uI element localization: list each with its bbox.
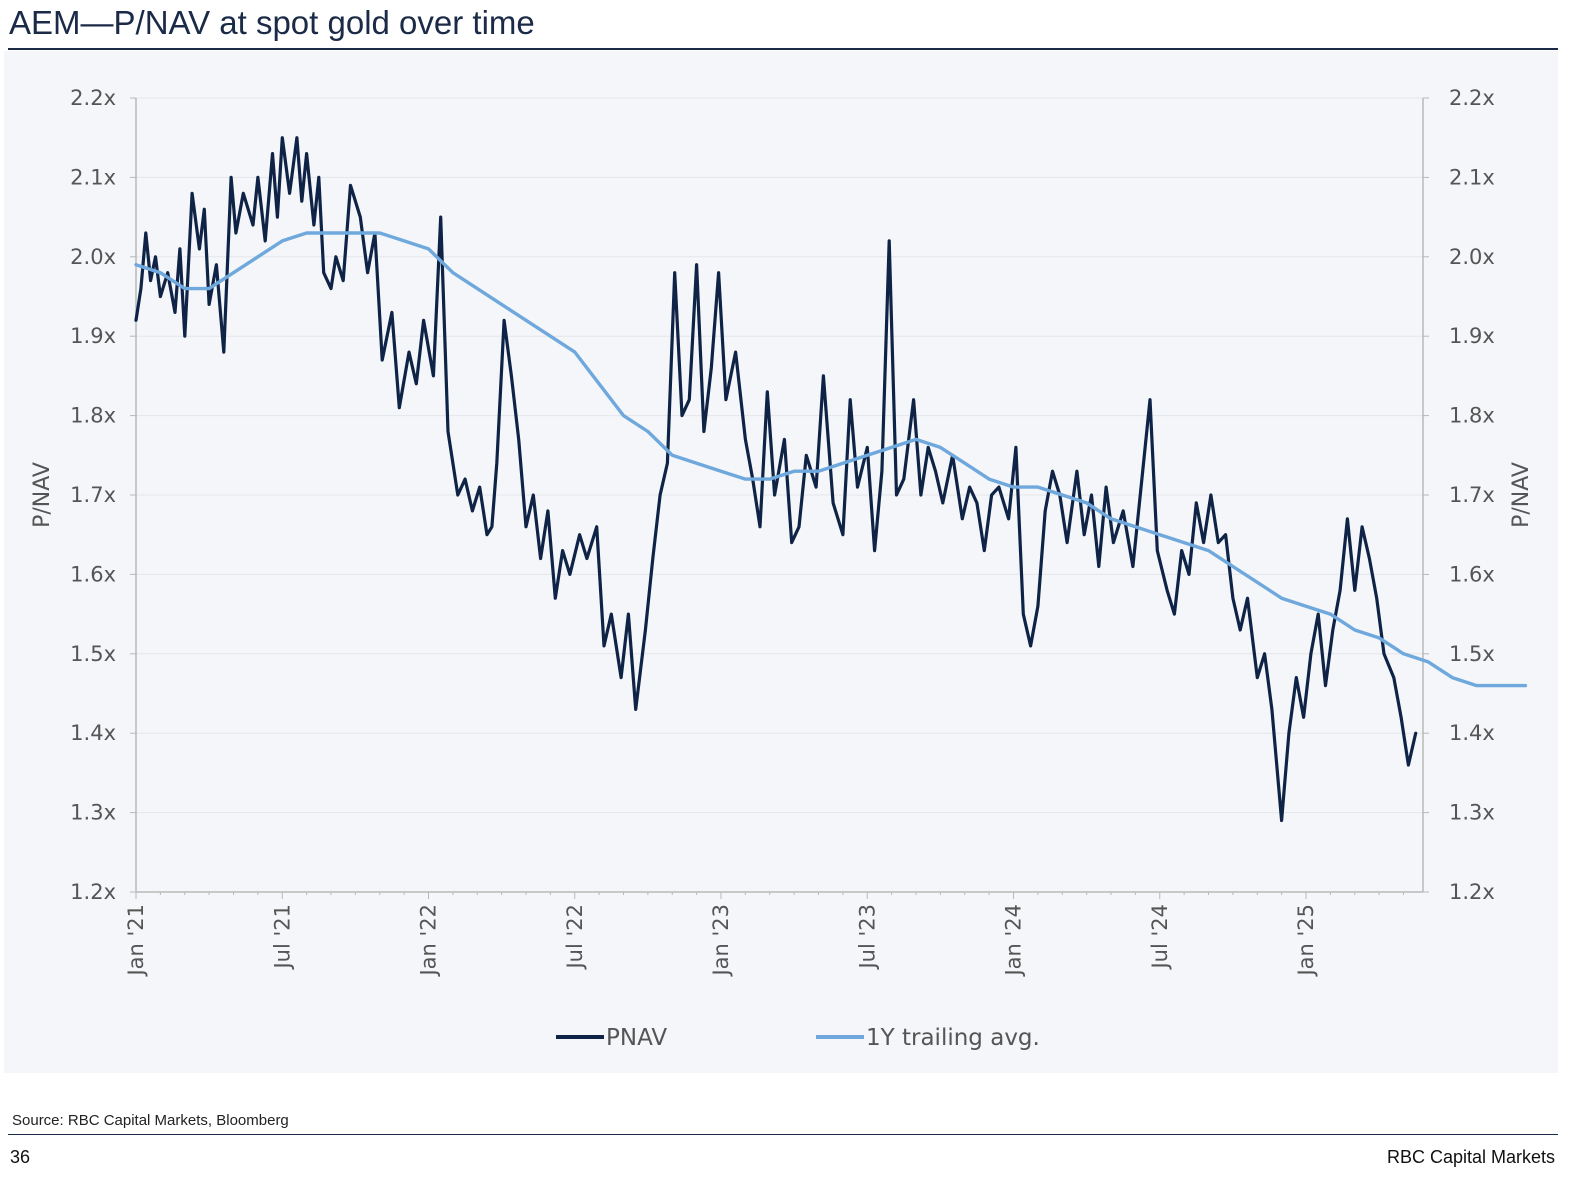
x-tick-label: Jul '23 <box>855 904 879 971</box>
y-tick-label-left: 2.0x <box>70 245 116 269</box>
y-tick-label-left: 1.3x <box>70 801 116 825</box>
axes <box>130 97 1429 899</box>
y-tick-label-left: 2.1x <box>70 165 116 189</box>
x-tick-label: Jan '23 <box>709 904 733 978</box>
y-tick-label-left: 1.4x <box>70 721 116 745</box>
page-title: AEM—P/NAV at spot gold over time <box>9 4 535 41</box>
title-divider <box>8 48 1558 50</box>
trailing-avg-series-line <box>134 231 1528 688</box>
y-tick-label-left: 2.2x <box>70 86 116 110</box>
y-tick-label-right: 1.7x <box>1449 483 1495 507</box>
y-tick-label-left: 1.7x <box>70 483 116 507</box>
y-tick-label-left: 1.8x <box>70 404 116 428</box>
p-nav-line-chart: 1.2x 1.2x 1.3x 1.3x 1.4x 1.4x 1.5x 1.5x 1.6x 1.6x… <box>30 86 1534 1051</box>
legend-item: 1Y trailing avg. <box>816 1025 1040 1051</box>
y-tick-label-left: 1.6x <box>70 562 116 586</box>
chart-panel: 1.2x 1.2x 1.3x 1.3x 1.4x 1.4x 1.5x 1.5x 1.6x 1.6x… <box>4 51 1558 1073</box>
page-number: 36 <box>10 1147 31 1167</box>
series-lines <box>134 136 1528 823</box>
y-axis-title-right: P/NAV <box>1509 462 1534 528</box>
footer-divider <box>8 1134 1558 1135</box>
x-tick-label: Jan '24 <box>1002 904 1026 978</box>
footer-brand: RBC Capital Markets <box>1386 1147 1555 1167</box>
y-tick-label-right: 1.2x <box>1449 880 1495 904</box>
tick-labels: 1.2x 1.2x 1.3x 1.3x 1.4x 1.4x 1.5x 1.5x 1.6x 1.6x… <box>30 86 1534 978</box>
source-note: Source: RBC Capital Markets, Bloomberg <box>12 1112 289 1129</box>
x-tick-label: Jul '21 <box>270 904 294 971</box>
x-tick-label: Jan '22 <box>417 904 441 978</box>
legend-label: PNAV <box>606 1025 667 1051</box>
y-tick-label-left: 1.9x <box>70 324 116 348</box>
y-tick-label-right: 1.5x <box>1449 642 1495 666</box>
y-tick-label-right: 1.4x <box>1449 721 1495 745</box>
legend-item: PNAV <box>556 1025 667 1051</box>
y-tick-label-left: 1.2x <box>70 880 116 904</box>
y-tick-label-right: 1.9x <box>1449 324 1495 348</box>
y-tick-label-right: 2.2x <box>1449 86 1495 110</box>
y-tick-label-right: 1.8x <box>1449 404 1495 428</box>
y-tick-label-right: 2.1x <box>1449 165 1495 189</box>
pnav-series-line <box>134 136 1418 823</box>
y-tick-label-right: 2.0x <box>1449 245 1495 269</box>
y-tick-label-left: 1.5x <box>70 642 116 666</box>
x-tick-label: Jul '24 <box>1148 904 1172 971</box>
y-tick-label-right: 1.3x <box>1449 801 1495 825</box>
legend-label: 1Y trailing avg. <box>866 1025 1040 1051</box>
y-axis-title-left: P/NAV <box>30 462 55 528</box>
legend: PNAV 1Y trailing avg. <box>556 1025 1040 1051</box>
x-tick-label: Jan '25 <box>1294 904 1318 978</box>
x-tick-label: Jul '22 <box>563 904 587 971</box>
grid-lines <box>136 97 1423 893</box>
x-tick-label: Jan '21 <box>124 904 148 978</box>
y-tick-label-right: 1.6x <box>1449 562 1495 586</box>
